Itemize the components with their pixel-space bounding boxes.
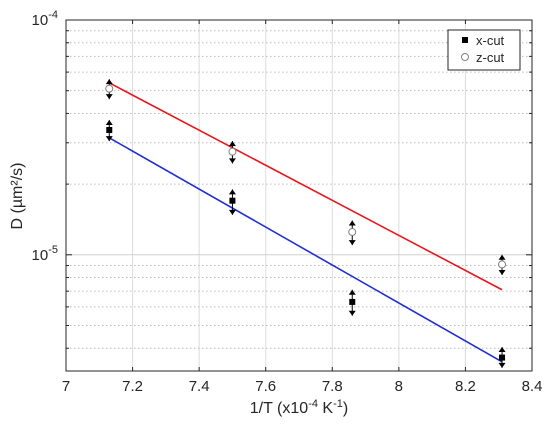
error-cap-down-z-cut [348, 240, 356, 246]
fit-line-z-cut [108, 82, 503, 291]
x-tick-label: 7.2 [122, 378, 143, 395]
error-cap-up-x-cut [228, 189, 236, 195]
data-point-x-cut [229, 197, 236, 204]
y-axis-title: D (µm²/s) [9, 163, 26, 230]
error-cap-down-x-cut [228, 209, 236, 215]
y-tick-labels: 10-5 10-4 [32, 9, 58, 264]
x-tick-label: 8.2 [455, 378, 476, 395]
y-tick-label: 10-4 [32, 9, 58, 29]
x-tick-label: 8.4 [522, 378, 543, 395]
y-tick-label: 10-5 [32, 244, 58, 264]
data-point-z-cut [105, 84, 114, 93]
error-cap-down-x-cut [348, 310, 356, 316]
x-tick-label: 7.4 [189, 378, 210, 395]
x-tick-label: 7.8 [322, 378, 343, 395]
data-point-z-cut [228, 147, 237, 156]
legend: x-cut z-cut [447, 29, 521, 71]
error-cap-up-z-cut [105, 79, 113, 85]
error-cap-up-x-cut [105, 120, 113, 126]
error-cap-up-z-cut [228, 141, 236, 147]
error-cap-down-x-cut [498, 362, 506, 368]
data-markers [105, 84, 507, 361]
data-point-x-cut [349, 298, 356, 305]
error-cap-up-z-cut [498, 254, 506, 260]
data-point-z-cut [348, 228, 357, 237]
error-cap-down-z-cut [498, 270, 506, 276]
legend-marker-z-cut [461, 53, 469, 61]
plot-frame [65, 19, 533, 372]
error-cap-up-x-cut [498, 346, 506, 352]
data-point-z-cut [498, 260, 507, 269]
grid [66, 20, 532, 371]
x-tick-label: 7 [62, 378, 70, 395]
x-tick-label: 7.6 [255, 378, 276, 395]
x-tick-labels: 7 7.2 7.4 7.6 7.8 8 8.2 8.4 [62, 378, 543, 395]
error-cap-up-x-cut [348, 289, 356, 295]
error-cap-down-z-cut [105, 94, 113, 100]
plot-area [66, 20, 532, 371]
legend-label-x-cut: x-cut [476, 33, 505, 48]
fit-lines [108, 82, 503, 363]
x-axis-title: 1/T (x10-4 K-1) [250, 398, 348, 417]
error-cap-down-z-cut [228, 158, 236, 164]
legend-label-z-cut: z-cut [476, 50, 505, 65]
data-point-x-cut [106, 127, 113, 134]
error-cap-up-z-cut [348, 220, 356, 226]
legend-marker-x-cut [462, 37, 468, 43]
fit-line-x-cut [108, 137, 503, 363]
tick-marks [65, 20, 533, 371]
error-cap-down-x-cut [105, 136, 113, 142]
legend-box [447, 29, 521, 71]
x-tick-label: 8 [395, 378, 403, 395]
data-point-x-cut [499, 354, 506, 361]
